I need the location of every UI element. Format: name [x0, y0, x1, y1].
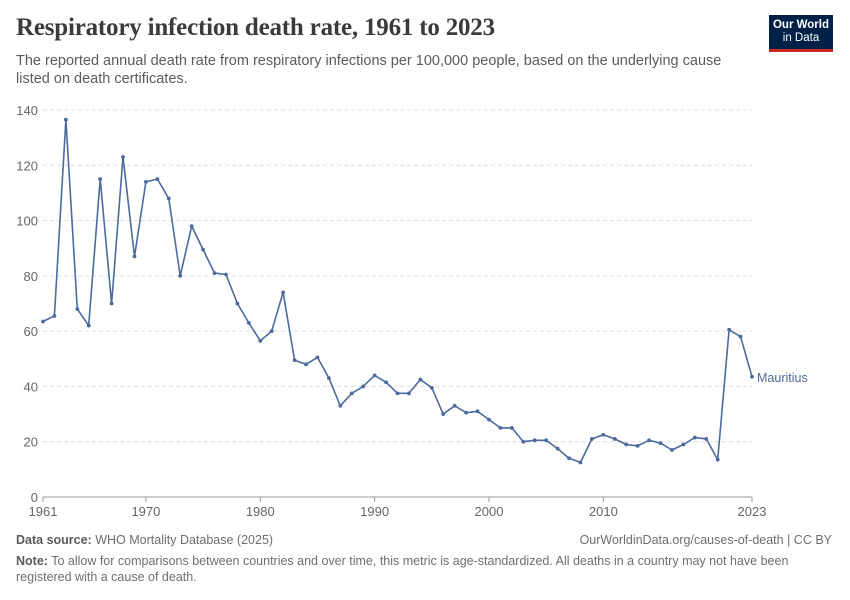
data-point	[567, 456, 571, 461]
data-point	[544, 438, 549, 443]
data-point	[750, 374, 754, 379]
data-point	[132, 254, 137, 259]
data-point	[635, 443, 640, 448]
data-point	[338, 403, 343, 408]
data-point	[155, 177, 160, 182]
data-point	[487, 417, 491, 422]
data-point	[681, 442, 686, 447]
x-tick-label-1970: 1970	[131, 504, 160, 519]
data-point	[178, 273, 183, 278]
data-point	[658, 441, 663, 445]
data-point	[315, 355, 320, 360]
data-point	[407, 391, 411, 396]
x-tick-label-1980: 1980	[246, 504, 275, 519]
data-point	[578, 460, 583, 465]
data-point	[395, 391, 400, 396]
logo-line-1: Our World	[772, 19, 829, 31]
data-point	[246, 320, 251, 325]
data-point	[304, 362, 308, 367]
data-point	[715, 457, 720, 462]
x-tick-label-2000: 2000	[475, 504, 504, 519]
data-point	[349, 391, 354, 396]
data-point	[670, 448, 674, 452]
data-point	[121, 155, 125, 159]
series-group: Mauritius	[41, 117, 808, 465]
data-point	[555, 446, 560, 451]
data-point	[281, 290, 286, 295]
series-label: Mauritius	[757, 371, 808, 385]
y-tick-label-40: 40	[24, 379, 38, 394]
data-point	[292, 358, 297, 363]
data-point	[384, 380, 388, 385]
data-point	[86, 323, 91, 328]
data-point	[144, 179, 148, 184]
data-point	[532, 438, 537, 443]
data-point	[326, 376, 331, 381]
data-point	[166, 196, 171, 201]
data-point	[452, 403, 457, 408]
data-point	[63, 117, 68, 122]
data-point	[258, 338, 263, 343]
data-point	[212, 271, 217, 275]
data-point	[98, 177, 103, 182]
data-point	[224, 272, 228, 277]
logo-line-2: in Data	[782, 32, 820, 44]
data-point	[624, 442, 629, 447]
x-tick-label-2023: 2023	[738, 504, 767, 519]
y-tick-label-140: 140	[16, 103, 38, 118]
x-tick-label-2010: 2010	[589, 504, 618, 519]
data-point	[509, 425, 514, 430]
chart-title: Respiratory infection death rate, 1961 t…	[16, 14, 495, 41]
data-point	[109, 301, 114, 306]
y-tick-label-80: 80	[24, 269, 38, 284]
data-point	[269, 329, 274, 334]
owid-logo[interactable]: Our World in Data	[769, 15, 833, 52]
y-axis-ticks: 0 20 40 60 80 100 120 140	[16, 103, 38, 505]
data-point	[647, 438, 651, 443]
data-point	[235, 301, 240, 306]
grid-lines	[43, 109, 752, 443]
y-tick-label-100: 100	[16, 214, 38, 229]
data-point	[464, 410, 469, 415]
data-point	[498, 425, 503, 430]
data-point	[41, 319, 45, 324]
data-point	[429, 385, 434, 390]
data-point	[521, 439, 526, 444]
note-label: Note:	[16, 554, 48, 568]
x-tick-label-1990: 1990	[360, 504, 389, 519]
source-label: Data source:	[16, 533, 92, 547]
data-point	[361, 384, 366, 389]
source-text[interactable]: WHO Mortality Database (2025)	[95, 533, 274, 547]
x-tick-label-1961: 1961	[29, 504, 58, 519]
data-point	[727, 327, 732, 332]
source-url[interactable]: OurWorldinData.org/causes-of-death | CC …	[579, 533, 832, 547]
series-line-mauritius	[42, 118, 753, 464]
data-point	[590, 437, 594, 441]
data-point	[201, 247, 205, 252]
data-point	[418, 377, 423, 382]
data-point	[692, 435, 697, 440]
data-point	[612, 437, 617, 441]
data-point	[601, 432, 606, 437]
data-point	[704, 437, 709, 441]
data-source: Data source: WHO Mortality Database (202…	[16, 533, 273, 547]
data-point	[441, 412, 446, 416]
chart-subtitle: The reported annual death rate from resp…	[16, 53, 722, 87]
y-tick-label-60: 60	[24, 324, 38, 339]
note-text: To allow for comparisons between countri…	[16, 554, 789, 584]
chart-note: Note: To allow for comparisons between c…	[16, 553, 816, 585]
data-point	[189, 224, 194, 229]
y-tick-label-120: 120	[16, 158, 38, 173]
data-point	[372, 373, 377, 378]
y-tick-label-20: 20	[24, 435, 38, 450]
data-point	[475, 409, 480, 414]
x-axis: 1961 1970 1980 1990 2000 2010 2023	[29, 496, 767, 519]
data-point	[738, 334, 743, 339]
data-point	[75, 307, 80, 311]
data-point	[52, 314, 57, 318]
y-tick-label-0: 0	[31, 490, 38, 505]
